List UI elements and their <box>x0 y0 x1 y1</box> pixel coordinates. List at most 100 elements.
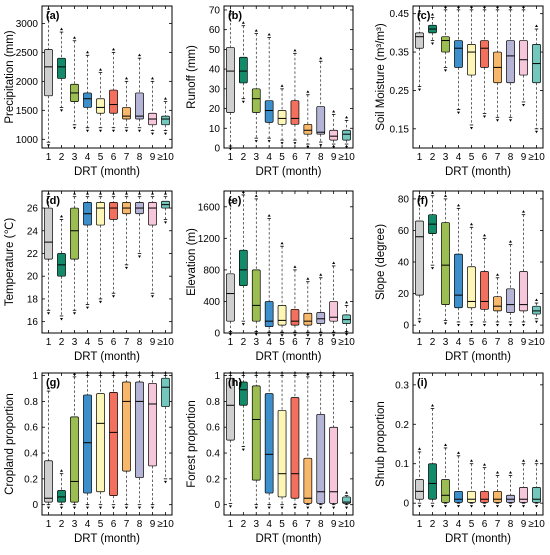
box-1 <box>415 447 424 508</box>
box-3 <box>441 443 450 508</box>
iqr-box <box>135 92 144 120</box>
y-tick-label: 0.15 <box>390 124 410 135</box>
box-9 <box>519 210 528 327</box>
outlier-marker <box>112 47 115 51</box>
outlier-marker <box>483 233 486 237</box>
box-3 <box>251 371 261 510</box>
box-2 <box>57 214 66 321</box>
iqr-box <box>239 249 248 287</box>
y-tick-label: 0 <box>214 500 220 511</box>
iqr-box <box>122 107 131 120</box>
outlier-marker <box>125 192 128 195</box>
outlier-marker <box>138 129 141 133</box>
x-axis-label: DRT (month) <box>255 166 321 178</box>
box-10 <box>342 300 351 336</box>
box-3 <box>441 5 450 72</box>
panel-label: (a) <box>46 10 60 22</box>
x-tick-label: 8 <box>137 337 143 348</box>
outlier-marker <box>418 320 421 324</box>
outlier-marker <box>228 148 232 151</box>
outlier-marker <box>431 505 434 508</box>
x-axis-label: DRT (month) <box>74 166 140 178</box>
box-6 <box>109 371 118 510</box>
panel-label: (d) <box>46 195 60 207</box>
x-axis-label: DRT (month) <box>74 351 140 363</box>
x-tick-label: ≥10 <box>528 519 545 530</box>
outlier-marker <box>496 5 499 8</box>
iqr-box <box>493 296 502 312</box>
x-tick-label: 6 <box>111 337 117 348</box>
outlier-marker <box>86 506 89 510</box>
outlier-marker <box>112 129 115 133</box>
y-tick-label: 0 <box>214 144 220 155</box>
outlier-marker <box>112 295 115 298</box>
outlier-marker <box>241 100 245 104</box>
box-8 <box>316 56 326 147</box>
outlier-marker <box>345 146 349 149</box>
outlier-marker <box>470 323 473 327</box>
y-tick-label: 16 <box>27 317 39 328</box>
iqr-box <box>264 301 274 328</box>
outlier-marker <box>483 463 486 466</box>
box-4 <box>83 192 92 310</box>
outlier-marker <box>496 323 499 327</box>
x-tick-label: 4 <box>85 152 91 163</box>
axis-frame <box>223 5 354 149</box>
y-axis-label: Elevation (m) <box>186 228 198 296</box>
x-tick-label: 5 <box>469 337 475 348</box>
outlier-marker <box>280 371 284 374</box>
x-axis-label: DRT (month) <box>74 533 140 545</box>
outlier-marker <box>470 459 473 462</box>
panel-label: (h) <box>228 377 242 389</box>
iqr-box <box>532 487 541 503</box>
outlier-marker <box>47 386 50 390</box>
iqr-box <box>329 129 338 141</box>
y-tick-label: 20 <box>209 104 221 115</box>
box-1 <box>415 9 424 92</box>
x-tick-label: 8 <box>318 152 324 163</box>
x-tick-label: 8 <box>137 152 143 163</box>
box-6 <box>290 48 300 145</box>
outlier-marker <box>457 323 460 327</box>
x-tick-label: 8 <box>137 519 143 530</box>
outlier-marker <box>151 76 154 80</box>
iqr-box <box>441 36 450 53</box>
y-tick-label: 0.1 <box>395 459 409 470</box>
outlier-marker <box>332 261 336 264</box>
outlier-marker <box>418 9 421 12</box>
outlier-marker <box>112 371 115 374</box>
outlier-marker <box>99 506 102 510</box>
outlier-marker <box>164 221 167 224</box>
y-tick-label: 60 <box>209 25 221 36</box>
x-tick-label: 1 <box>46 337 52 348</box>
box-10 <box>532 24 541 134</box>
outlier-marker <box>470 222 473 226</box>
x-tick-label: 3 <box>253 152 259 163</box>
x-tick-label: 9 <box>150 519 156 530</box>
y-tick-label: 0.3 <box>395 380 409 391</box>
y-tick-label: 0 <box>403 499 409 510</box>
panel-label: (b) <box>228 10 242 22</box>
x-tick-label: 9 <box>150 337 156 348</box>
outlier-marker <box>241 21 245 24</box>
box-9 <box>519 459 528 508</box>
y-axis-label: Forest proportion <box>186 400 198 488</box>
x-tick-label: 7 <box>305 337 311 348</box>
outlier-marker <box>319 506 323 510</box>
iqr-box <box>57 490 66 503</box>
box-1 <box>44 192 53 315</box>
box-1 <box>415 194 424 324</box>
y-tick-label: 0.35 <box>390 48 410 59</box>
box-7 <box>493 273 502 327</box>
box-8 <box>316 371 326 510</box>
outlier-marker <box>431 191 434 194</box>
outlier-marker <box>86 371 89 374</box>
outlier-marker <box>293 265 297 268</box>
iqr-box <box>415 479 424 500</box>
x-tick-label: 4 <box>266 519 272 530</box>
box-6 <box>290 265 300 337</box>
outlier-marker <box>332 146 336 149</box>
outlier-marker <box>125 506 128 510</box>
iqr-box <box>109 392 118 496</box>
